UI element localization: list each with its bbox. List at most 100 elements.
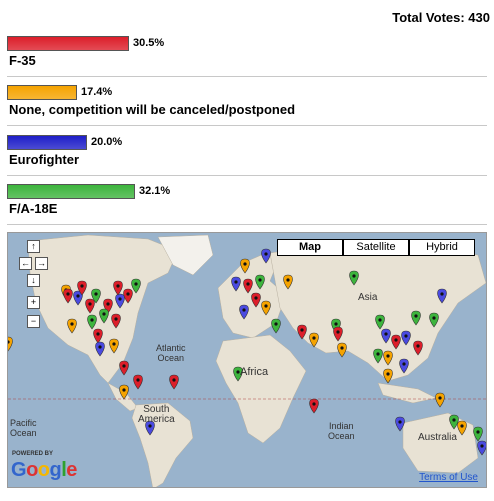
vote-marker-icon[interactable] (383, 350, 393, 366)
map-land (8, 234, 487, 487)
vote-marker-icon[interactable] (63, 288, 73, 304)
vote-markers (8, 248, 487, 456)
vote-marker-icon[interactable] (67, 318, 77, 334)
vote-marker-icon[interactable] (113, 280, 123, 296)
australia-label: Australia (418, 432, 457, 443)
vote-marker-icon[interactable] (240, 258, 250, 274)
zoom-out-icon[interactable]: − (27, 315, 40, 328)
google-logo: Google (11, 459, 77, 481)
vote-marker-icon[interactable] (271, 318, 281, 334)
vote-marker-icon[interactable] (375, 314, 385, 330)
vote-marker-icon[interactable] (169, 374, 179, 390)
south-america-label: South America (138, 404, 175, 425)
vote-marker-icon[interactable] (435, 392, 445, 408)
vote-marker-icon[interactable] (383, 368, 393, 384)
vote-marker-icon[interactable] (283, 274, 293, 290)
vote-marker-icon[interactable] (77, 280, 87, 296)
map-type-map-button[interactable]: Map (277, 239, 343, 256)
indonesia-land (377, 382, 437, 404)
pan-right-icon[interactable]: → (35, 257, 48, 270)
greenland-land (157, 234, 214, 276)
poll-row-fa18e: 32.1% F/A-18E (7, 184, 487, 230)
vote-marker-icon[interactable] (233, 366, 243, 382)
vote-marker-icon[interactable] (145, 420, 155, 436)
vote-marker-icon[interactable] (429, 312, 439, 328)
vote-marker-icon[interactable] (8, 336, 13, 352)
poll-bar-none (7, 85, 77, 100)
poll-percent-fa18e: 32.1% (139, 185, 171, 197)
total-votes: Total Votes: 430 (392, 10, 490, 25)
vote-marker-icon[interactable] (399, 358, 409, 374)
poll-row-f35: 30.5% F-35 (7, 36, 487, 82)
poll-row-eurofighter: 20.0% Eurofighter (7, 135, 487, 181)
vote-marker-icon[interactable] (261, 248, 271, 264)
poll-percent-eurofighter: 20.0% (91, 136, 123, 148)
vote-marker-icon[interactable] (411, 310, 421, 326)
vote-marker-icon[interactable] (85, 298, 95, 314)
vote-marker-icon[interactable] (95, 341, 105, 357)
pan-down-icon[interactable]: ↓ (27, 274, 40, 287)
vote-marker-icon[interactable] (111, 313, 121, 329)
vote-marker-icon[interactable] (73, 290, 83, 306)
vote-marker-icon[interactable] (437, 288, 447, 304)
terms-of-use-link[interactable]: Terms of Use (419, 472, 478, 483)
zoom-in-icon[interactable]: + (27, 296, 40, 309)
vote-marker-icon[interactable] (99, 308, 109, 324)
vote-marker-icon[interactable] (93, 328, 103, 344)
vote-marker-icon[interactable] (87, 314, 97, 330)
australia-land (402, 412, 479, 474)
vote-marker-icon[interactable] (255, 274, 265, 290)
vote-marker-icon[interactable] (337, 342, 347, 358)
vote-marker-icon[interactable] (349, 270, 359, 286)
vote-marker-icon[interactable] (231, 276, 241, 292)
poll-bar-f35 (7, 36, 129, 51)
vote-marker-icon[interactable] (109, 338, 119, 354)
vote-marker-icon[interactable] (391, 334, 401, 350)
poll-row-none: 17.4% None, competition will be canceled… (7, 85, 487, 131)
vote-marker-icon[interactable] (457, 420, 467, 436)
vote-marker-icon[interactable] (131, 278, 141, 294)
vote-marker-icon[interactable] (261, 300, 271, 316)
poll-label-none: None, competition will be canceled/postp… (9, 102, 296, 117)
vote-marker-icon[interactable] (119, 384, 129, 400)
vote-marker-icon[interactable] (133, 374, 143, 390)
poll-label-f35: F-35 (9, 53, 36, 68)
map-type-hybrid-button[interactable]: Hybrid (409, 239, 475, 256)
powered-by-text: POWERED BY (12, 451, 54, 457)
vote-marker-icon[interactable] (119, 360, 129, 376)
divider (7, 125, 487, 126)
vote-marker-icon[interactable] (473, 426, 483, 442)
asia-label: Asia (358, 292, 378, 303)
pacific-ocean-label: Pacific Ocean (10, 418, 37, 438)
vote-marker-icon[interactable] (115, 293, 125, 309)
pan-left-icon[interactable]: ← (19, 257, 32, 270)
poll-label-fa18e: F/A-18E (9, 201, 58, 216)
map-type-satellite-button[interactable]: Satellite (343, 239, 409, 256)
poll-percent-f35: 30.5% (133, 37, 165, 49)
africa-label: Africa (240, 366, 269, 378)
indian-ocean-label: Indian Ocean (328, 421, 355, 441)
vote-marker-icon[interactable] (309, 332, 319, 348)
divider (7, 76, 487, 77)
vote-marker-icon[interactable] (395, 416, 405, 432)
africa-land (215, 334, 307, 444)
vote-marker-icon[interactable] (477, 440, 487, 456)
vote-marker-icon[interactable] (413, 340, 423, 356)
vote-marker-icon[interactable] (91, 288, 101, 304)
pan-up-icon[interactable]: ↑ (27, 240, 40, 253)
poll-bar-fa18e (7, 184, 135, 199)
vote-marker-icon[interactable] (401, 330, 411, 346)
world-map[interactable]: Map Satellite Hybrid ↑ ← → ↓ + − Atlanti… (7, 232, 487, 488)
vote-marker-icon[interactable] (309, 398, 319, 414)
vote-marker-icon[interactable] (449, 414, 459, 430)
vote-marker-icon[interactable] (243, 278, 253, 294)
vote-marker-icon[interactable] (373, 348, 383, 364)
divider (7, 224, 487, 225)
vote-marker-icon[interactable] (239, 304, 249, 320)
vote-marker-icon[interactable] (251, 292, 261, 308)
poll-bar-eurofighter (7, 135, 87, 150)
divider (7, 175, 487, 176)
vote-marker-icon[interactable] (333, 326, 343, 342)
vote-marker-icon[interactable] (297, 324, 307, 340)
vote-marker-icon[interactable] (381, 328, 391, 344)
